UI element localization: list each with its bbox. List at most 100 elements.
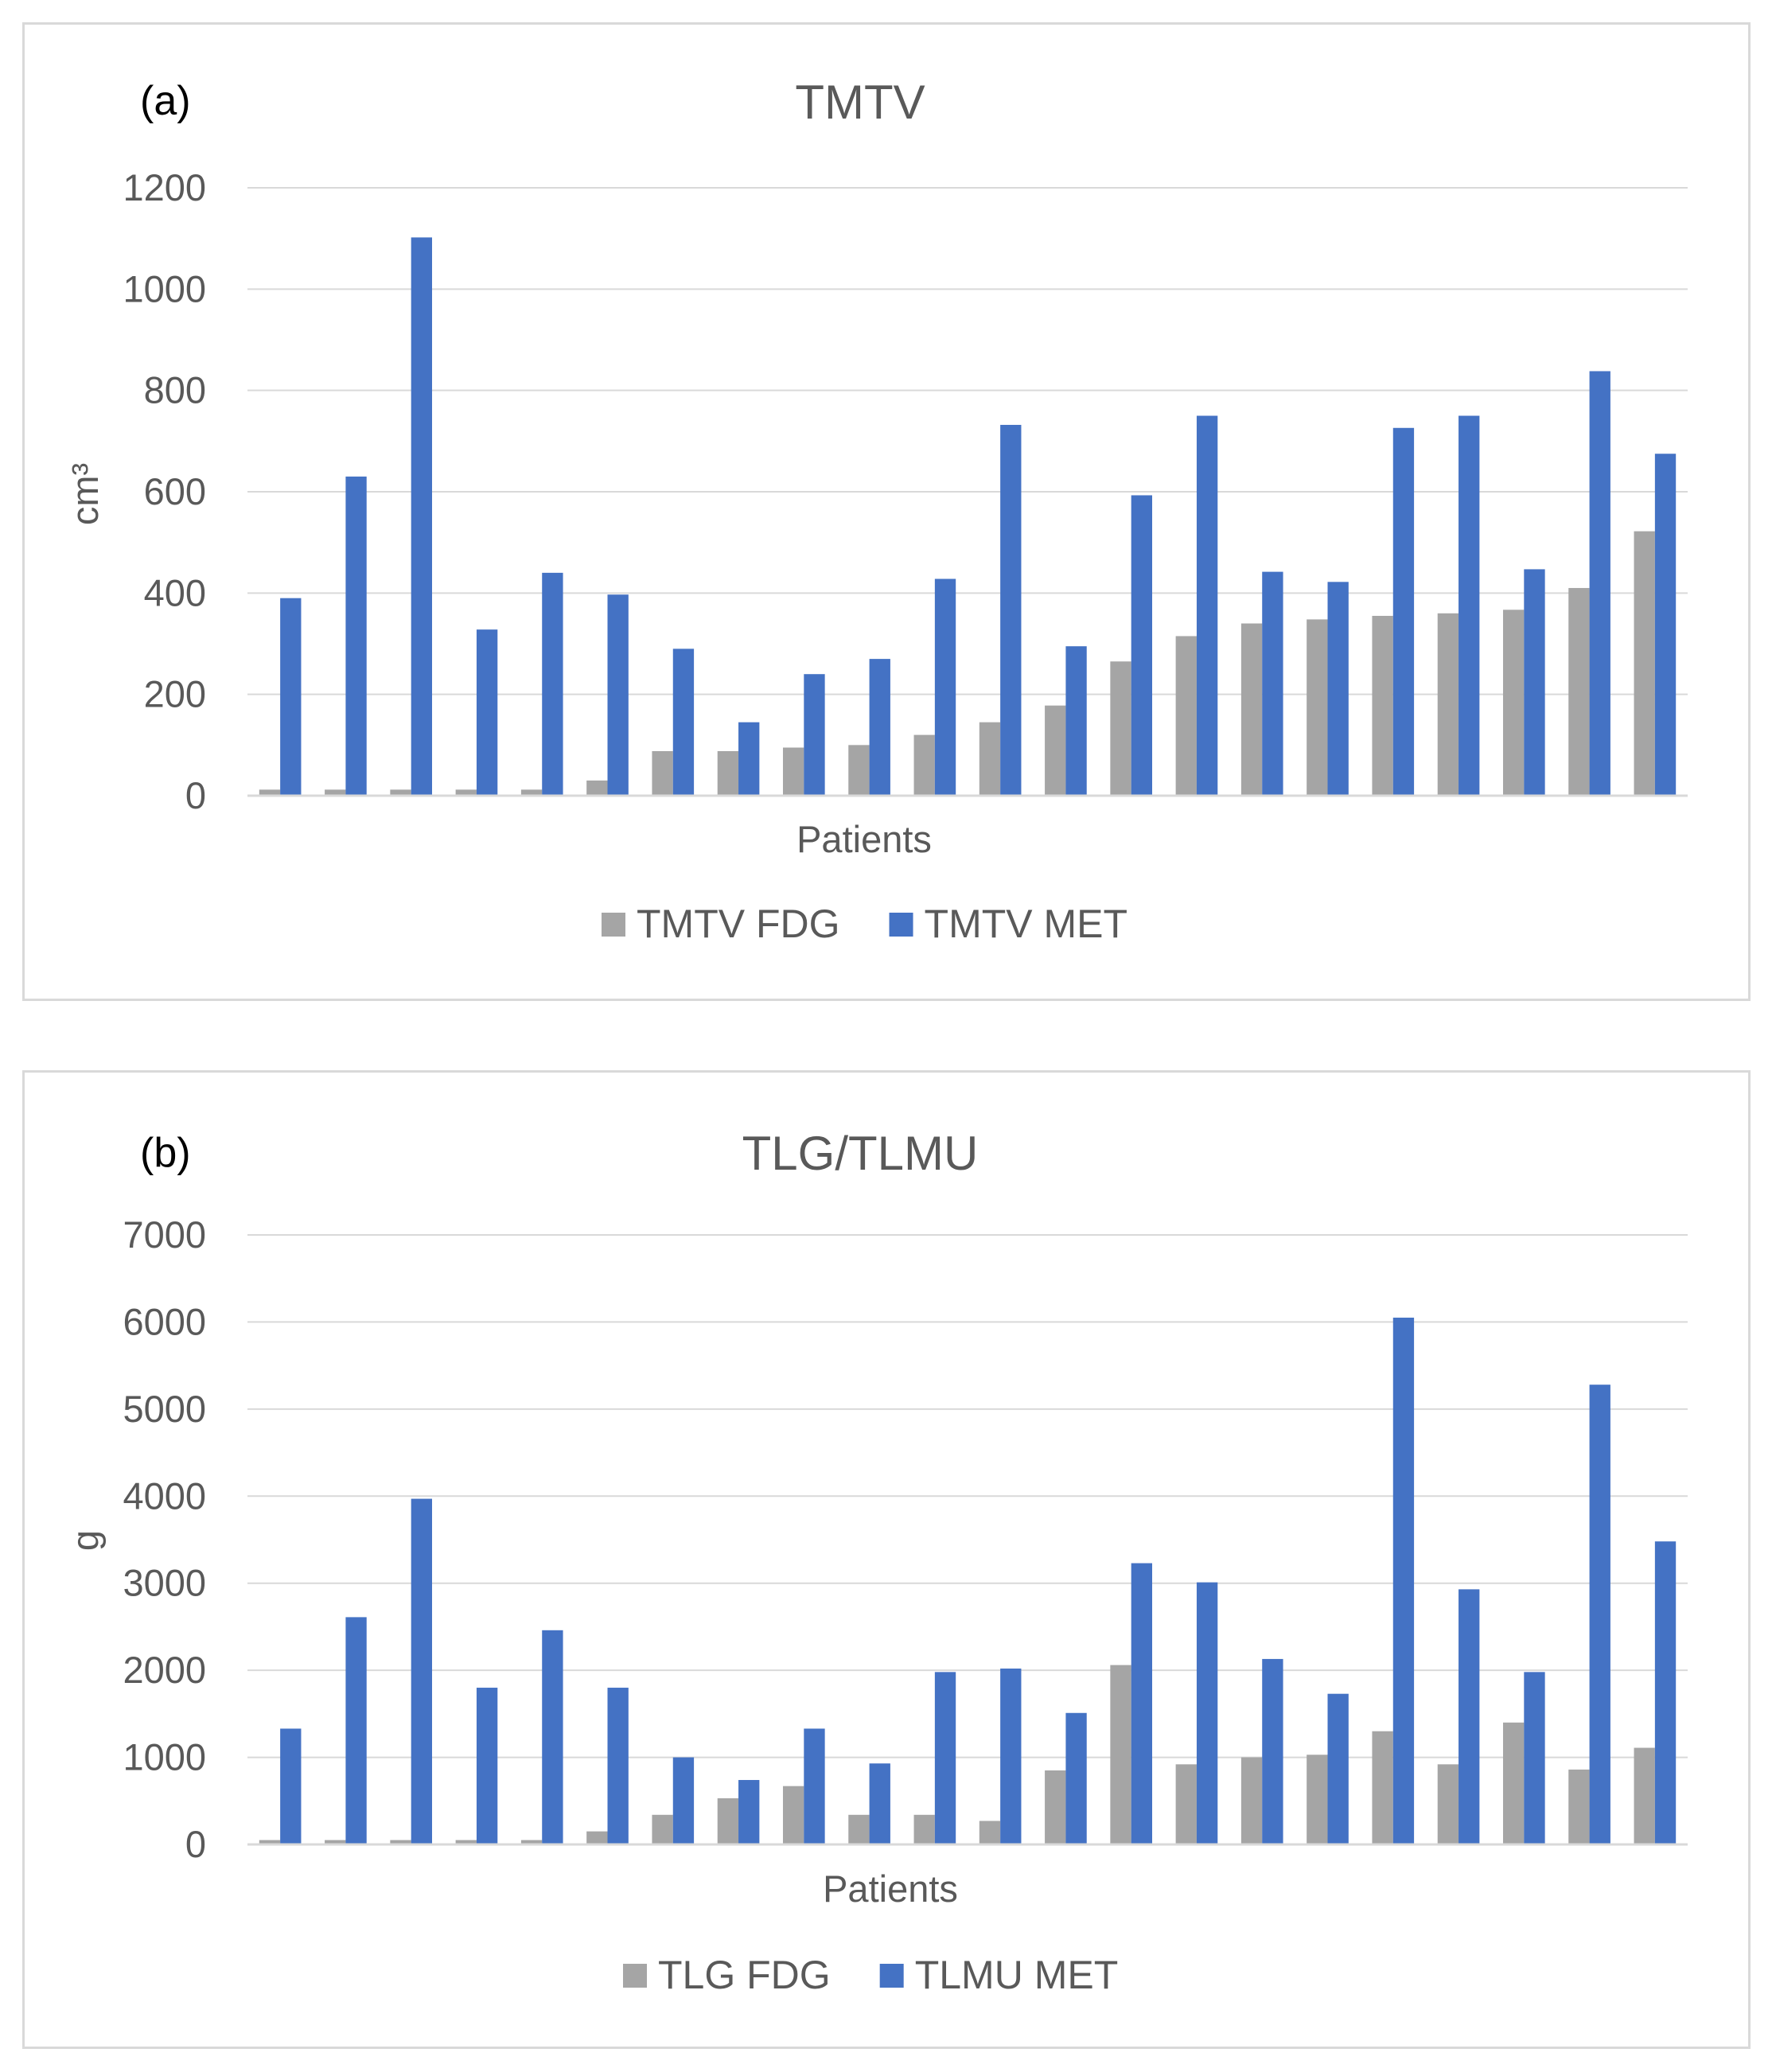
bar-tlg-fdg-6 [586, 1831, 608, 1844]
bar-tlmu-met-3 [411, 1498, 433, 1844]
bar-tlg-fdg-9 [782, 1786, 804, 1844]
legend-swatch [879, 1964, 904, 1988]
bar-tlmu-met-19 [1458, 1589, 1480, 1844]
legend: TMTV FDG TMTV MET [602, 902, 1127, 946]
bar-tlmu-met-7 [672, 1757, 695, 1844]
legend-swatch [623, 1964, 647, 1988]
bar-tmtv-met-6 [607, 594, 629, 796]
bar-tlg-fdg-22 [1634, 1747, 1655, 1844]
y-tick-label: 0 [185, 774, 206, 816]
chart-panel-tmtv: (a) TMTV 0 200 400 600 800 1000 1200 Patients … [22, 22, 1751, 1001]
bar-tmtv-fdg-8 [717, 750, 739, 796]
bar-tmtv-met-20 [1524, 569, 1545, 796]
bar-tlmu-met-16 [1262, 1658, 1283, 1844]
bar-tmtv-met-18 [1392, 427, 1415, 796]
bar-tmtv-fdg-4 [455, 789, 477, 796]
bar-tmtv-fdg-2 [325, 789, 346, 796]
bar-tlg-fdg-2 [325, 1840, 346, 1844]
bar-tmtv-fdg-9 [782, 747, 804, 796]
bar-tmtv-met-22 [1654, 454, 1677, 796]
bar-tlmu-met-15 [1196, 1582, 1218, 1844]
bar-tmtv-met-14 [1131, 495, 1153, 796]
bar-tlmu-met-10 [869, 1763, 890, 1844]
y-axis-label: cm³ [64, 463, 106, 525]
bar-tlg-fdg-15 [1175, 1764, 1197, 1844]
bar-tmtv-met-12 [1000, 424, 1022, 796]
bar-tlg-fdg-5 [520, 1840, 543, 1844]
bar-tlmu-met-14 [1131, 1563, 1153, 1844]
bar-tmtv-fdg-3 [390, 789, 411, 796]
bar-tmtv-met-4 [476, 629, 498, 796]
bar-tmtv-met-19 [1458, 415, 1480, 796]
bar-tlg-fdg-8 [717, 1798, 739, 1844]
legend-entry-label: TLMU MET [915, 1953, 1119, 1997]
bar-tlg-fdg-18 [1372, 1731, 1393, 1844]
bar-tmtv-met-17 [1327, 582, 1349, 796]
bar-tmtv-fdg-15 [1175, 636, 1197, 796]
bar-tmtv-met-8 [738, 722, 760, 796]
chart-panel-tlg-tlmu: (b) TLG/TLMU 0 1000 2000 3000 4000 5000 6000 70… [22, 1070, 1751, 2049]
bar-tmtv-fdg-22 [1634, 531, 1655, 796]
bar-tmtv-fdg-14 [1110, 661, 1131, 796]
bar-tlg-fdg-20 [1502, 1722, 1525, 1844]
bar-tlmu-met-5 [542, 1630, 563, 1844]
bar-tmtv-met-16 [1262, 571, 1283, 796]
y-tick-label: 600 [144, 470, 206, 512]
panel-label: (a) [140, 78, 191, 124]
bar-tlmu-met-22 [1654, 1541, 1677, 1844]
bar-tmtv-fdg-16 [1240, 623, 1263, 796]
bar-tlg-fdg-14 [1110, 1665, 1131, 1844]
bar-tlmu-met-12 [1000, 1668, 1022, 1844]
bar-tmtv-met-11 [934, 578, 956, 796]
bar-tmtv-fdg-17 [1307, 619, 1328, 796]
y-tick-label: 200 [144, 673, 206, 715]
bar-tmtv-met-9 [804, 674, 825, 796]
bar-tmtv-fdg-10 [848, 745, 870, 796]
bar-tmtv-fdg-13 [1045, 705, 1066, 796]
bar-tmtv-fdg-1 [259, 789, 281, 796]
bar-tlmu-met-8 [738, 1780, 760, 1844]
bar-tlg-fdg-16 [1240, 1757, 1263, 1844]
y-tick-label: 1000 [123, 1736, 206, 1778]
bar-tlg-fdg-11 [913, 1814, 935, 1844]
bar-tmtv-met-21 [1589, 371, 1610, 796]
bar-tmtv-fdg-18 [1372, 615, 1393, 796]
bar-tmtv-fdg-20 [1502, 610, 1525, 796]
bar-tmtv-fdg-7 [652, 750, 673, 796]
bar-tlg-fdg-12 [979, 1821, 1001, 1844]
chart-title: TLG/TLMU [742, 1127, 979, 1180]
bar-tlg-fdg-7 [652, 1814, 673, 1844]
y-tick-label: 3000 [123, 1562, 206, 1604]
bar-tlg-fdg-10 [848, 1814, 870, 1844]
legend: TLG FDG TLMU MET [623, 1953, 1118, 1997]
bar-tlg-fdg-19 [1437, 1764, 1459, 1844]
bar-tlg-fdg-17 [1307, 1755, 1328, 1844]
bar-tmtv-met-1 [280, 598, 302, 796]
bar-tlmu-met-4 [476, 1688, 498, 1844]
y-tick-label: 400 [144, 571, 206, 613]
legend-entry-label: TMTV MET [925, 902, 1128, 946]
bar-tmtv-fdg-5 [520, 789, 543, 796]
y-tick-label: 6000 [123, 1300, 206, 1342]
bar-tlmu-met-18 [1392, 1317, 1415, 1844]
bar-tlmu-met-9 [804, 1728, 825, 1844]
y-tick-label: 0 [185, 1823, 206, 1865]
bar-tmtv-fdg-11 [913, 734, 935, 796]
bar-tlg-fdg-1 [259, 1840, 281, 1844]
y-tick-label: 2000 [123, 1649, 206, 1691]
bar-tlmu-met-6 [607, 1688, 629, 1844]
bar-tlg-fdg-3 [390, 1840, 411, 1844]
x-axis-label: Patients [823, 1868, 958, 1910]
bar-tmtv-met-3 [411, 237, 433, 796]
panel-label: (b) [140, 1130, 191, 1176]
bar-tlmu-met-2 [345, 1617, 367, 1844]
chart-title: TMTV [795, 76, 925, 129]
bar-tmtv-fdg-12 [979, 722, 1001, 796]
bar-tlg-fdg-13 [1045, 1770, 1066, 1844]
bar-tlmu-met-11 [934, 1672, 956, 1844]
y-tick-label: 1200 [123, 166, 206, 208]
bar-tmtv-met-15 [1196, 415, 1218, 796]
legend-swatch [889, 913, 913, 937]
y-tick-label: 800 [144, 369, 206, 411]
bar-tlmu-met-1 [280, 1728, 302, 1844]
